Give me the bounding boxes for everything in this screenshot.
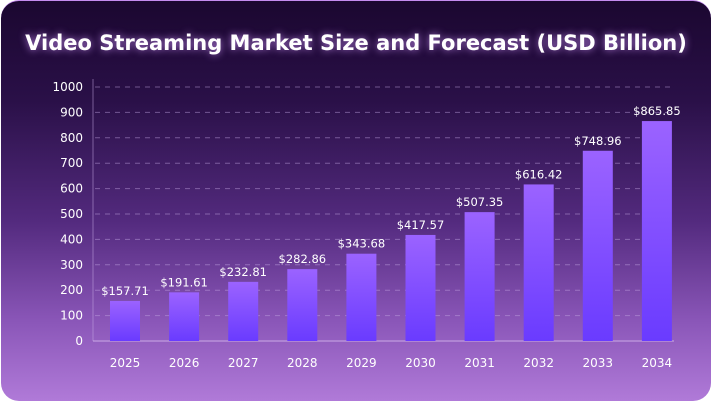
bar-2034 xyxy=(641,121,672,341)
x-tick-label: 2026 xyxy=(169,356,200,370)
y-tick-label: 300 xyxy=(60,258,83,272)
bar-2032 xyxy=(523,184,554,341)
data-label-2031: $507.35 xyxy=(456,195,504,209)
bar-2028 xyxy=(287,269,318,341)
x-tick-label: 2028 xyxy=(287,356,318,370)
y-tick-label: 800 xyxy=(60,131,83,145)
data-label-2030: $417.57 xyxy=(397,218,445,232)
bar-2025 xyxy=(110,300,140,341)
data-label-2027: $232.81 xyxy=(219,265,267,279)
data-label-2025: $157.71 xyxy=(101,284,149,298)
x-tick-label: 2029 xyxy=(346,356,377,370)
y-tick-label: 500 xyxy=(60,207,83,221)
x-tick-label: 2032 xyxy=(523,356,554,370)
bar-2031 xyxy=(464,212,495,341)
y-tick-label: 900 xyxy=(60,105,83,119)
y-tick-label: 700 xyxy=(60,156,83,170)
bar-2030 xyxy=(405,234,436,341)
x-tick-label: 2030 xyxy=(405,356,436,370)
data-label-2028: $282.86 xyxy=(279,252,327,266)
bar-2027 xyxy=(228,281,259,341)
chart-title: Video Streaming Market Size and Forecast… xyxy=(25,31,687,55)
y-tick-label: 200 xyxy=(60,283,83,297)
y-tick-label: 400 xyxy=(60,232,83,246)
data-label-2032: $616.42 xyxy=(515,167,563,181)
bar-2033 xyxy=(582,150,613,341)
x-tick-label: 2027 xyxy=(228,356,259,370)
bar-2029 xyxy=(346,253,377,341)
x-tick-label: 2031 xyxy=(464,356,495,370)
y-tick-label: 100 xyxy=(60,309,83,323)
x-tick-label: 2034 xyxy=(642,356,673,370)
y-tick-label: 1000 xyxy=(52,80,83,94)
x-tick-label: 2033 xyxy=(583,356,614,370)
data-label-2034: $865.85 xyxy=(633,104,681,118)
data-label-2026: $191.61 xyxy=(160,275,208,289)
y-tick-label: 0 xyxy=(75,334,83,348)
bar-2026 xyxy=(169,292,200,341)
y-tick-label: 600 xyxy=(60,182,83,196)
data-label-2029: $343.68 xyxy=(338,237,386,251)
x-tick-label: 2025 xyxy=(110,356,141,370)
data-label-2033: $748.96 xyxy=(574,134,622,148)
